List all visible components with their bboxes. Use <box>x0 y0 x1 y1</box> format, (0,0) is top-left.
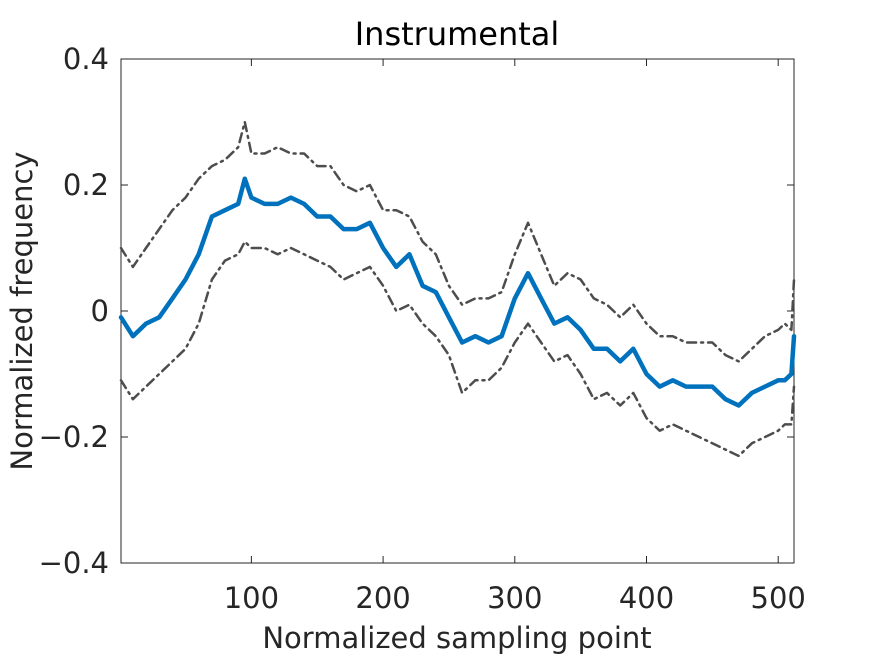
y-axis-title: Normalized frequency <box>5 151 39 470</box>
y-tick-label: 0.4 <box>63 42 109 76</box>
y-tick-label: −0.2 <box>39 420 109 454</box>
y-axis: 0.4 0.2 0 −0.2 −0.4 <box>39 42 794 580</box>
x-tick-label: 400 <box>619 581 674 615</box>
y-tick-label: 0.2 <box>63 168 109 202</box>
x-axis: 100 200 300 400 500 <box>224 59 806 615</box>
upper-bound-line <box>119 120 796 363</box>
x-tick-label: 300 <box>487 581 542 615</box>
x-tick-label: 100 <box>224 581 279 615</box>
y-tick-label: −0.4 <box>39 546 109 580</box>
chart-title: Instrumental <box>355 15 560 53</box>
x-tick-label: 200 <box>355 581 410 615</box>
lower-bound-line <box>119 240 796 458</box>
y-tick-label: 0 <box>91 294 109 328</box>
series-layer <box>118 120 797 458</box>
x-tick-label: 500 <box>751 581 806 615</box>
x-axis-title: Normalized sampling point <box>262 621 651 655</box>
mean-series-line <box>118 176 797 408</box>
plot-area <box>120 58 795 564</box>
